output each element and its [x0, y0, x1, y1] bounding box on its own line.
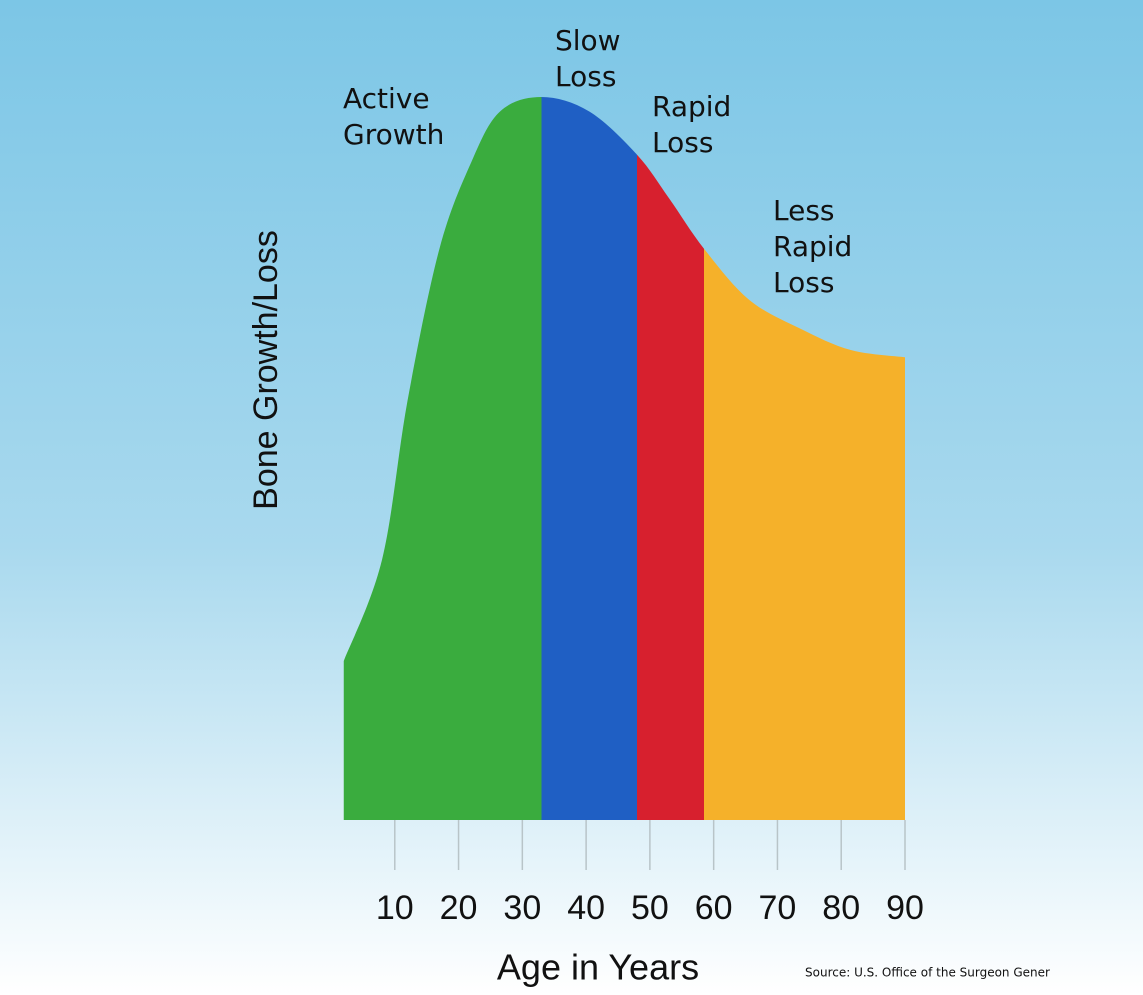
phase-label: Loss: [773, 266, 834, 299]
x-tick-label: 40: [567, 889, 605, 927]
x-tick-label: 60: [695, 889, 733, 927]
x-tick-label: 20: [440, 889, 478, 927]
x-tick-label: 90: [886, 889, 924, 927]
x-tick-label: 30: [503, 889, 541, 927]
x-tick-label: 70: [759, 889, 797, 927]
source-note: Source: U.S. Office of the Surgeon Gener: [805, 966, 1050, 980]
phase-label: Loss: [652, 126, 713, 159]
phase-label: Rapid: [773, 230, 852, 263]
x-axis-label: Age in Years: [497, 947, 699, 988]
phase-label: Less: [773, 194, 835, 227]
x-tick-label: 10: [376, 889, 414, 927]
y-axis-label: Bone Growth/Loss: [247, 230, 285, 510]
phase-label: Loss: [555, 60, 616, 93]
phase-label: Rapid: [652, 90, 731, 123]
x-tick-label: 80: [822, 889, 860, 927]
phase-label: Slow: [555, 24, 621, 57]
x-tick-label: 50: [631, 889, 669, 927]
bone-curve-area: [343, 97, 905, 820]
phase-label: Active: [343, 82, 430, 115]
phase-label: Growth: [343, 118, 444, 151]
